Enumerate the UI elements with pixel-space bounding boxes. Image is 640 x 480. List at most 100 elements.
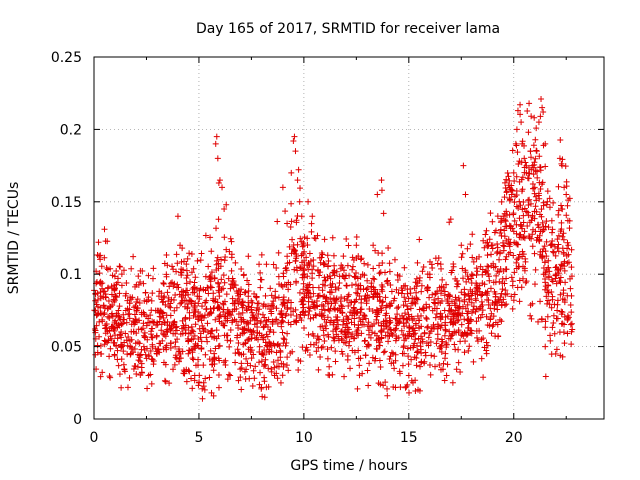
data-point [229,300,236,307]
data-point [515,160,522,167]
data-point [264,333,271,340]
data-point [141,346,148,353]
data-point [437,324,444,331]
data-point [316,272,323,279]
data-point [310,332,317,339]
data-point [222,362,229,369]
data-point [421,330,428,337]
data-point [555,183,562,190]
data-point [496,256,503,263]
data-point [165,294,172,301]
data-point [446,219,453,226]
data-point [184,335,191,342]
data-point [545,297,552,304]
data-point [464,301,471,308]
data-point [345,316,352,323]
data-point [185,337,192,344]
data-point [524,209,531,216]
data-point [363,343,370,350]
data-point [442,327,449,334]
data-point [517,111,524,118]
data-point [357,355,364,362]
data-point [348,282,355,289]
data-point [293,255,300,262]
data-point [458,289,465,296]
data-point [249,309,256,316]
data-point [238,266,245,273]
data-point [557,291,564,298]
data-point [189,385,196,392]
data-point [207,328,214,335]
data-point [405,311,412,318]
data-point [375,309,382,316]
data-point [386,268,393,275]
data-point [242,289,249,296]
data-point [518,119,525,126]
data-point [328,317,335,324]
data-point [224,337,231,344]
data-point [481,244,488,251]
data-point [519,275,526,282]
data-point [310,263,317,270]
data-point [140,309,147,316]
data-point [199,322,206,329]
data-point [568,309,575,316]
data-point [158,321,165,328]
data-point [171,307,178,314]
y-tick-label: 0.25 [51,50,82,66]
data-point [316,336,323,343]
x-tick-label: 20 [505,430,523,446]
data-point [284,354,291,361]
data-point [186,368,193,375]
data-point [460,162,467,169]
data-point [283,310,290,317]
data-point [93,322,100,329]
data-point [351,321,358,328]
data-point [399,287,406,294]
data-point [526,100,533,107]
data-point [145,272,152,279]
data-point [542,248,549,255]
data-point [458,254,465,261]
data-point [204,338,211,345]
data-point [401,294,408,301]
data-point [124,384,131,391]
data-point [409,326,416,333]
data-point [257,269,264,276]
data-point [545,282,552,289]
data-point [237,374,244,381]
data-point [564,330,571,337]
data-point [232,350,239,357]
data-point [232,259,239,266]
data-point [298,238,305,245]
data-point [509,147,516,154]
data-point [295,357,302,364]
data-point [534,168,541,175]
data-point [520,198,527,205]
data-point [468,299,475,306]
data-point [318,254,325,261]
data-point [228,267,235,274]
data-point [351,309,358,316]
data-point [140,343,147,350]
data-point [292,148,299,155]
data-point [326,372,333,379]
data-point [280,361,287,368]
data-point [427,371,434,378]
data-point [539,255,546,262]
data-point [437,261,444,268]
data-point [342,340,349,347]
data-point [221,234,228,241]
data-point [341,373,348,380]
data-point [114,335,121,342]
data-point [340,267,347,274]
data-point [192,362,199,369]
data-point [394,277,401,284]
data-point [125,334,132,341]
data-point [320,260,327,267]
data-point [200,362,207,369]
data-point [207,347,214,354]
data-point [143,313,150,320]
data-point [426,294,433,301]
y-tick-label: 0.1 [60,267,82,283]
